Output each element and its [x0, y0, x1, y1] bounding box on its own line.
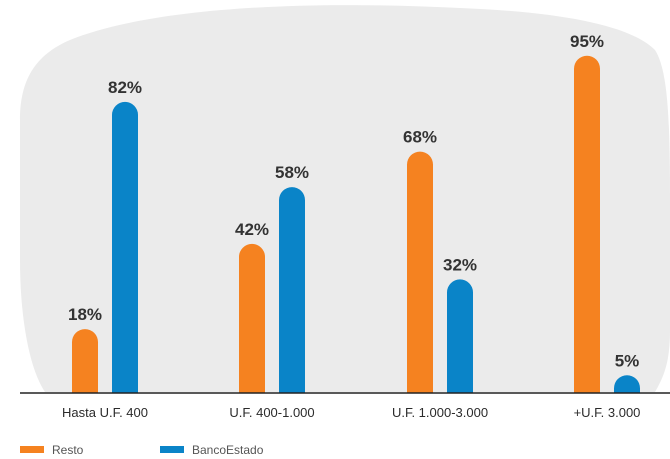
legend-label-bancoestado: BancoEstado [192, 443, 264, 457]
value-label-resto-4: 95% [570, 32, 604, 51]
value-label-bancoestado-3: 32% [443, 255, 477, 274]
value-label-bancoestado-4: 5% [615, 351, 640, 370]
category-labels: Hasta U.F. 400 U.F. 400-1.000 U.F. 1.000-3… [62, 405, 640, 420]
value-label-resto-1: 18% [68, 305, 102, 324]
background-blob [20, 5, 670, 392]
bar-resto-3 [407, 151, 433, 393]
value-label-bancoestado-2: 58% [275, 163, 309, 182]
bar-bancoestado-4 [614, 375, 640, 393]
legend-swatch-resto [20, 446, 44, 453]
bar-bancoestado-1 [112, 101, 138, 394]
bar-resto-1 [72, 329, 98, 393]
bar-bancoestado-2 [279, 187, 305, 393]
category-label-4: +U.F. 3.000 [574, 405, 641, 420]
value-label-resto-2: 42% [235, 220, 269, 239]
category-label-1: Hasta U.F. 400 [62, 405, 148, 420]
legend-label-resto: Resto [52, 443, 84, 457]
category-label-3: U.F. 1.000-3.000 [392, 405, 488, 420]
value-labels: 18% 82% 42% 58% 68% 32% 95% 5% [68, 32, 639, 371]
bar-resto-2 [239, 243, 265, 393]
value-label-resto-3: 68% [403, 128, 437, 147]
legend-swatch-bancoestado [160, 446, 184, 453]
value-label-bancoestado-1: 82% [108, 78, 142, 97]
category-label-2: U.F. 400-1.000 [229, 405, 314, 420]
legend: Resto BancoEstado [20, 443, 264, 457]
bar-bancoestado-3 [447, 279, 473, 393]
bar-resto-4 [574, 55, 600, 393]
bars [72, 55, 640, 394]
